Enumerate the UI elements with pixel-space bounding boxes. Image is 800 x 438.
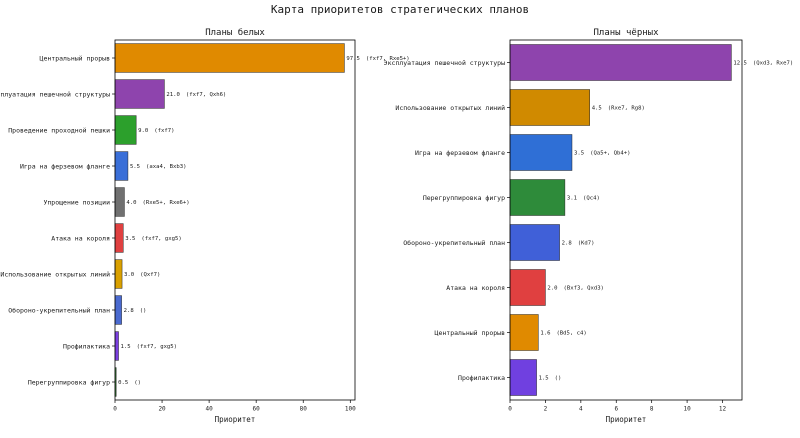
white-category-label: Упрощение позиции	[43, 198, 110, 206]
white-bar	[114, 151, 129, 181]
black-value-label: 1.6	[540, 331, 550, 337]
white-value-label: 5.5	[130, 164, 140, 170]
black-x-axis-label: Приоритет	[606, 415, 647, 424]
black-x-tick-label: 0	[508, 406, 512, 413]
white-x-tick-label: 0	[113, 406, 117, 413]
white-x-tick-label: 100	[345, 406, 356, 413]
black-move-annotation: ()	[555, 376, 562, 382]
black-category-label: Игра на ферзевом фланге	[415, 149, 505, 157]
white-move-annotation: ()	[134, 380, 141, 386]
white-bar	[114, 187, 125, 217]
black-value-label: 2.8	[562, 241, 573, 247]
white-x-tick-label: 80	[300, 406, 308, 413]
black-axes-frame	[509, 39, 743, 401]
black-bar	[509, 269, 546, 306]
white-move-annotation: (Rxe5+, Rxe6+)	[143, 200, 190, 206]
black-x-tick-label: 8	[650, 406, 654, 413]
black-bar	[509, 314, 539, 351]
white-value-label: 21.0	[166, 92, 179, 98]
white-bar	[114, 259, 123, 289]
white-category-label: Профилактика	[63, 342, 110, 350]
black-value-label: 4.5	[592, 106, 602, 112]
white-bar	[114, 223, 124, 253]
black-category-label: Атака на короля	[446, 284, 505, 292]
black-value-label: 1.5	[539, 376, 549, 382]
white-value-label: 1.5	[121, 344, 131, 350]
black-category-label: Профилактика	[458, 374, 505, 382]
white-bar	[114, 115, 137, 145]
black-move-annotation: (Kd7)	[578, 241, 595, 247]
black-move-annotation: (Qa5+, Qb4+)	[590, 151, 630, 157]
black-bar	[509, 89, 590, 126]
black-move-annotation: (Bd5, c4)	[556, 331, 586, 337]
white-bar	[114, 43, 345, 73]
black-value-label: 3.1	[567, 196, 577, 202]
white-category-label: Атака на короля	[51, 234, 110, 242]
black-x-tick-label: 6	[614, 406, 618, 413]
white-category-label: Игра на ферзевом фланге	[20, 162, 110, 170]
black-category-label: Центральный прорыв	[435, 329, 506, 337]
white-bar	[114, 295, 122, 325]
white-category-label: Использование открытых линий	[0, 270, 110, 278]
chart-title: Карта приоритетов стратегических планов	[271, 3, 529, 16]
black-category-label: Перегруппировка фигур	[423, 194, 505, 202]
white-category-label: Эксплуатация пешечной структуры	[0, 90, 110, 98]
white-category-label: Обороно-укрепительный план	[8, 306, 110, 314]
black-x-tick-label: 10	[683, 406, 691, 413]
white-move-annotation: (fxf7, gxg5)	[137, 344, 177, 350]
white-move-annotation: (fxf7, Qxh6)	[186, 92, 226, 98]
black-bar	[509, 134, 573, 171]
black-value-label: 2.0	[547, 286, 557, 292]
white-value-label: 3.5	[125, 236, 135, 242]
white-bar	[114, 79, 165, 109]
white-plans-panel: Планы белых Центральный прорыв 97.5 (fxf7, …	[0, 27, 410, 424]
white-axes-title: Планы белых	[205, 27, 265, 38]
black-x-tick-label: 2	[544, 406, 548, 413]
white-value-label: 0.5	[118, 380, 128, 386]
white-bar	[114, 331, 119, 361]
white-move-annotation: (fxf7)	[154, 128, 174, 134]
white-move-annotation: (fxf7, gxg5)	[141, 236, 181, 242]
white-move-annotation: (fxf7, Rxe5+)	[366, 56, 410, 62]
black-category-label: Эксплуатация пешечной структуры	[384, 59, 505, 67]
black-move-annotation: (Qxd3, Rxe7)	[753, 61, 793, 67]
white-category-label: Центральный прорыв	[40, 54, 111, 62]
white-value-label: 9.0	[138, 128, 148, 134]
black-x-tick-label: 12	[719, 406, 727, 413]
black-plans-panel: Планы чёрных Эксплуатация пешечной структ…	[384, 28, 794, 424]
black-category-label: Использование открытых линий	[395, 104, 505, 112]
black-x-tick-label: 4	[579, 406, 583, 413]
black-bar	[509, 44, 732, 81]
white-value-label: 3.0	[124, 272, 134, 278]
black-move-annotation: (Rxe7, Rg8)	[608, 106, 645, 112]
white-x-axis-label: Приоритет	[215, 415, 256, 424]
black-category-label: Обороно-укрепительный план	[403, 239, 505, 247]
black-value-label: 12.5	[733, 61, 746, 67]
white-x-tick-label: 60	[253, 406, 261, 413]
white-axes-frame	[114, 39, 356, 401]
black-bar	[509, 179, 566, 216]
black-bar	[509, 359, 537, 396]
black-bar	[509, 224, 560, 261]
white-category-label: Перегруппировка фигур	[28, 378, 110, 386]
white-move-annotation: (axa4, Bxb3)	[146, 164, 186, 170]
white-x-tick-label: 40	[206, 406, 214, 413]
white-x-tick-label: 20	[158, 406, 166, 413]
white-value-label: 97.5	[346, 56, 359, 62]
black-move-annotation: (Qc4)	[583, 196, 600, 202]
white-category-label: Проведение проходной пешки	[8, 126, 110, 134]
black-move-annotation: (Bxf3, Qxd3)	[564, 286, 604, 292]
black-axes-title: Планы чёрных	[593, 28, 659, 38]
white-move-annotation: ()	[140, 308, 147, 314]
white-move-annotation: (Qxf7)	[140, 272, 160, 278]
black-value-label: 3.5	[574, 151, 584, 157]
white-value-label: 2.8	[124, 308, 135, 314]
white-value-label: 4.0	[126, 200, 136, 206]
